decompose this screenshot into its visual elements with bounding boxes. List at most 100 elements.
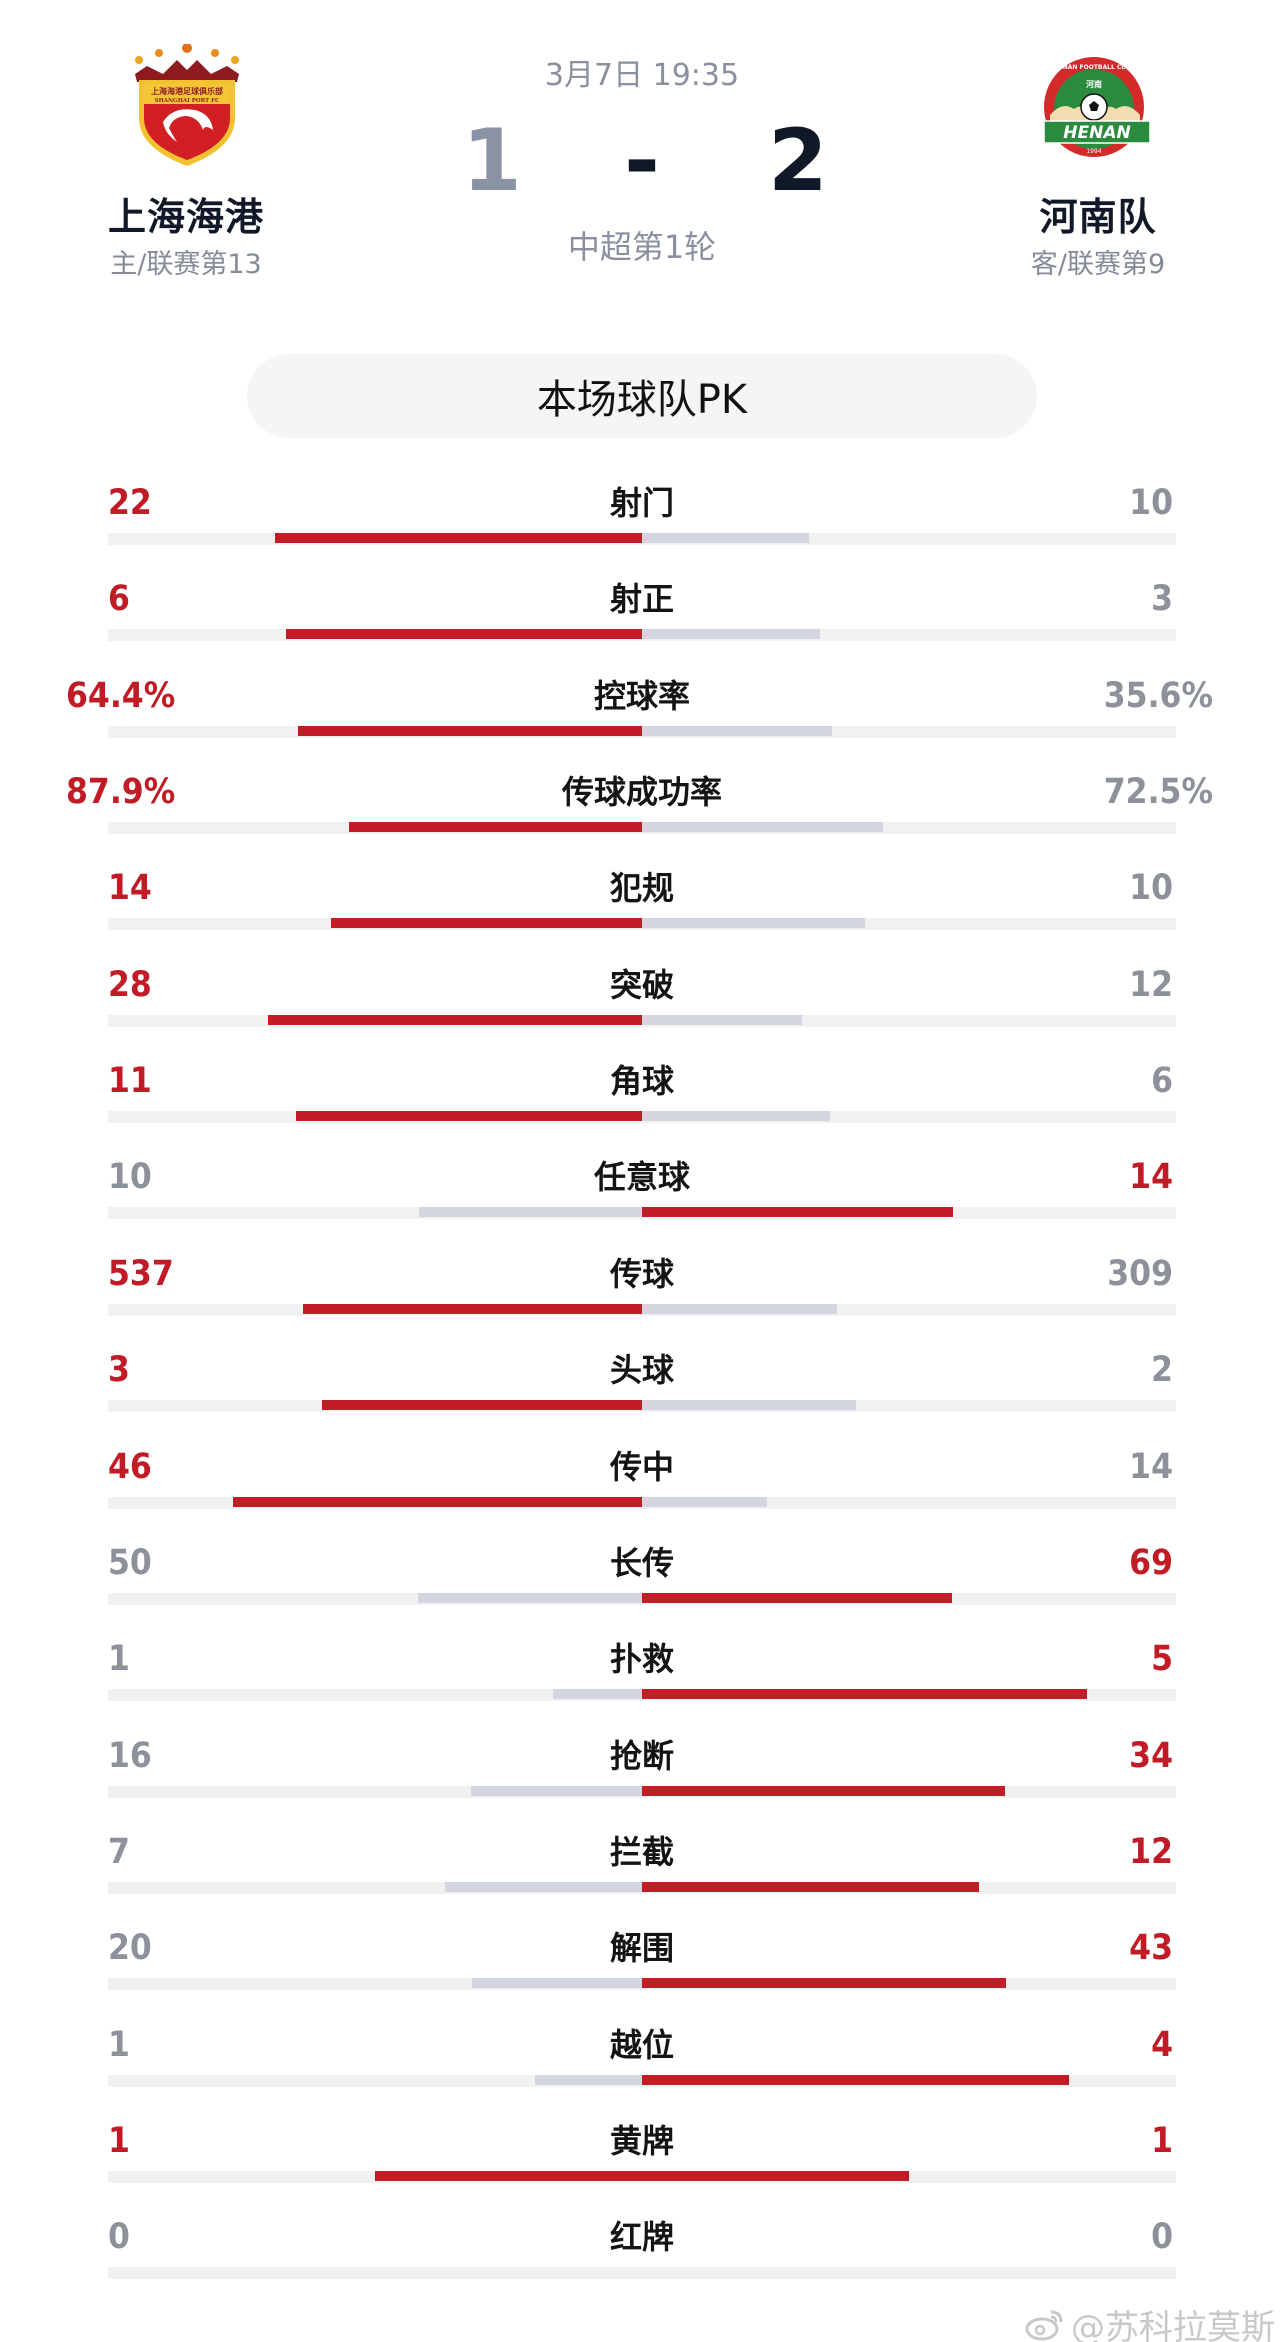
away-stat-value: 43 [1129, 1928, 1173, 1969]
away-stat-bar [642, 1496, 767, 1507]
home-stat-value: 46 [108, 1446, 152, 1487]
henan-fc-crest-icon: HENAN 河南 1994 HENAN FOOTBALL CLUB [1043, 57, 1151, 157]
home-score: 1 [462, 111, 522, 211]
away-stat-bar [642, 1881, 979, 1892]
svg-text:河南: 河南 [1086, 79, 1102, 89]
home-stat-value: 537 [108, 1253, 174, 1294]
stat-label: 射门 [609, 484, 674, 522]
stat-row: 87.9% 传球成功率 72.5% [0, 770, 1285, 866]
stat-label: 传中 [609, 1447, 674, 1486]
home-stat-value: 16 [108, 1735, 152, 1776]
stat-row: 0 红牌 0 [0, 2215, 1285, 2311]
away-stat-value: 10 [1129, 483, 1173, 523]
away-stat-bar [642, 1111, 830, 1122]
home-stat-bar [445, 1881, 642, 1892]
stat-label: 解围 [609, 1929, 674, 1968]
away-stat-value: 3 [1151, 579, 1173, 620]
home-stat-bar [233, 1496, 642, 1507]
home-stat-bar [275, 533, 642, 543]
stat-label: 射正 [609, 580, 674, 619]
stat-row: 50 长传 69 [0, 1541, 1285, 1637]
away-stat-bar [642, 1303, 837, 1314]
stat-row: 6 射正 3 [0, 577, 1285, 673]
svg-text:上海海港足球俱乐部: 上海海港足球俱乐部 [151, 86, 223, 96]
away-stat-value: 6 [1151, 1061, 1173, 1102]
home-stat-bar [268, 1014, 642, 1025]
away-stat-bar [642, 822, 883, 833]
home-stat-value: 28 [108, 964, 152, 1005]
home-stat-value: 1 [108, 2024, 130, 2065]
away-stat-bar [642, 533, 809, 543]
away-stat-bar [642, 1978, 1006, 1989]
away-stat-value: 34 [1129, 1735, 1173, 1776]
away-stat-value: 72.5% [1103, 772, 1213, 813]
stat-row: 46 传中 14 [0, 1445, 1285, 1541]
stat-row: 10 任意球 14 [0, 1155, 1285, 1251]
home-stat-value: 1 [108, 1639, 130, 1680]
home-stat-bar [349, 822, 642, 833]
away-stat-bar [642, 725, 832, 736]
away-stat-value: 5 [1151, 1639, 1173, 1680]
home-stat-value: 20 [108, 1928, 152, 1969]
stat-bar-track [108, 2267, 1176, 2280]
home-stat-value: 50 [108, 1542, 152, 1583]
away-stat-value: 12 [1129, 1831, 1173, 1872]
home-stat-value: 10 [108, 1157, 152, 1198]
home-stat-bar [471, 1785, 642, 1796]
home-stat-bar [303, 1303, 642, 1314]
home-stat-value: 64.4% [66, 675, 176, 716]
stat-row: 22 射门 10 [0, 481, 1285, 577]
home-stat-value: 22 [108, 483, 152, 523]
stat-label: 传球 [609, 1254, 674, 1293]
away-stat-value: 4 [1151, 2024, 1173, 2065]
away-stat-bar [642, 1689, 1087, 1700]
home-stat-bar [298, 725, 642, 736]
home-stat-bar [472, 1978, 642, 1989]
home-stat-bar [419, 1207, 642, 1218]
stat-label: 越位 [609, 2025, 674, 2064]
stat-label: 控球率 [593, 676, 690, 715]
home-stat-bar [535, 2074, 642, 2085]
home-stat-value: 7 [108, 1831, 130, 1872]
away-stat-bar [642, 1207, 953, 1218]
team-pk-title: 本场球队PK [536, 377, 748, 423]
home-team-rank: 主/联赛第13 [110, 249, 262, 280]
stat-row: 1 越位 4 [0, 2023, 1285, 2119]
away-stat-bar [642, 1592, 952, 1603]
stat-label: 犯规 [609, 869, 674, 908]
home-stat-bar [553, 1689, 642, 1700]
away-stat-bar [642, 918, 865, 929]
svg-text:HENAN: HENAN [1063, 123, 1130, 143]
stat-label: 扑救 [609, 1640, 674, 1679]
stat-row: 14 犯规 10 [0, 866, 1285, 962]
away-stat-value: 14 [1129, 1157, 1173, 1198]
home-stat-value: 14 [108, 868, 152, 909]
shanghai-port-crest-icon: 上海海港足球俱乐部 SHANGHAI PORT FC [135, 44, 239, 166]
away-stat-value: 69 [1129, 1542, 1173, 1583]
stat-label: 传球成功率 [561, 773, 722, 812]
away-team-name: 河南队 [1039, 195, 1157, 239]
stat-row: 16 抢断 34 [0, 1734, 1285, 1830]
home-stat-value: 6 [108, 579, 130, 620]
stat-row: 11 角球 6 [0, 1059, 1285, 1155]
home-stat-bar [375, 2170, 642, 2181]
stat-row: 20 解围 43 [0, 1926, 1285, 2022]
stat-label: 红牌 [609, 2218, 674, 2257]
home-stat-bar [296, 1111, 642, 1122]
away-stat-bar [642, 1400, 856, 1411]
stat-label: 头球 [609, 1351, 674, 1390]
stat-row: 537 传球 309 [0, 1252, 1285, 1348]
away-stat-value: 1 [1151, 2120, 1173, 2161]
away-stat-value: 35.6% [1103, 675, 1213, 716]
home-stat-bar [322, 1400, 642, 1411]
away-stat-bar [642, 1014, 802, 1025]
away-stat-value: 309 [1107, 1253, 1173, 1294]
home-stat-bar [286, 629, 642, 640]
stat-row: 28 突破 12 [0, 963, 1285, 1059]
away-team-rank: 客/联赛第9 [1030, 249, 1166, 280]
stat-row: 1 黄牌 1 [0, 2119, 1285, 2215]
away-stat-value: 2 [1151, 1350, 1173, 1391]
away-score: 2 [768, 111, 828, 211]
away-stat-value: 12 [1129, 964, 1173, 1005]
stat-label: 抢断 [609, 1736, 674, 1775]
